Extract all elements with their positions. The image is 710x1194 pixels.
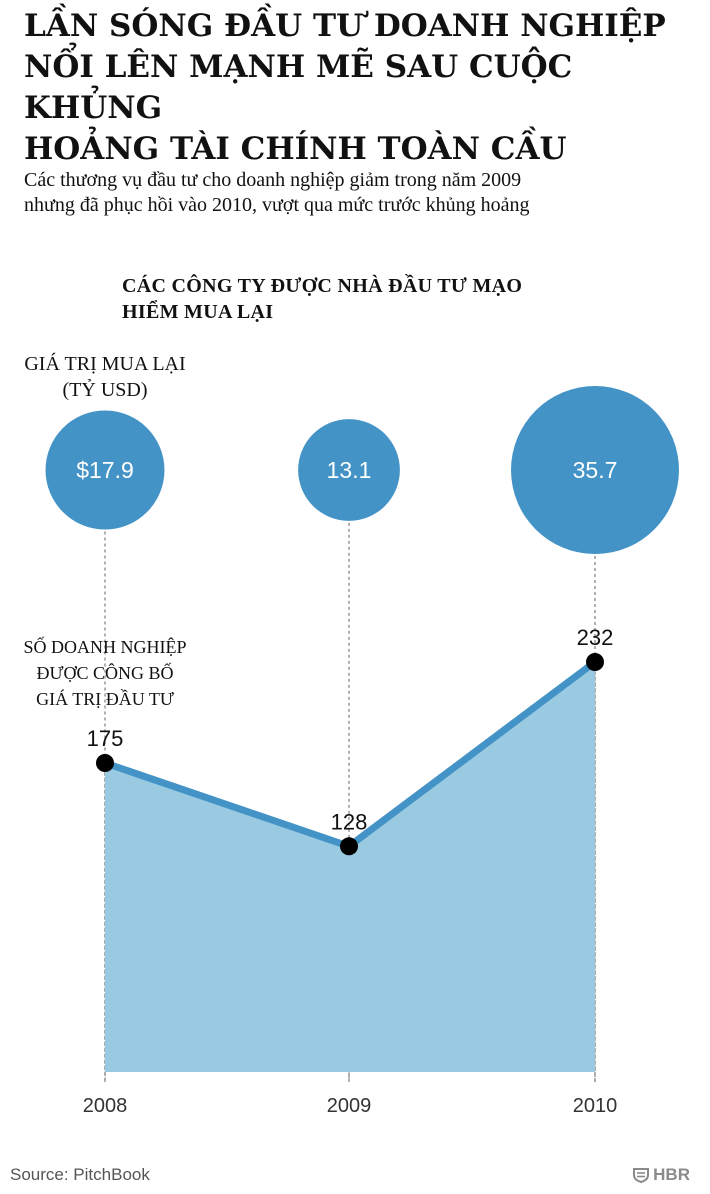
chart-title-line: CÁC CÔNG TY ĐƯỢC NHÀ ĐẦU TƯ MẠO	[122, 275, 523, 297]
title-line: HOẢNG TÀI CHÍNH TOÀN CẦU	[24, 131, 567, 167]
bubble-label: 35.7	[573, 457, 618, 483]
bubble-label: 13.1	[327, 457, 372, 483]
shield-icon	[633, 1167, 650, 1183]
data-point	[586, 653, 604, 671]
source-note: Source: PitchBook	[10, 1165, 150, 1184]
brand-logo: HBR	[633, 1165, 690, 1185]
point-label: 175	[87, 726, 124, 751]
title-line: LẦN SÓNG ĐẦU TƯ DOANH NGHIỆP	[24, 8, 666, 44]
chart-title-line: HIỂM MUA LẠI	[122, 301, 274, 323]
data-point	[340, 837, 358, 856]
area-fill	[105, 662, 595, 1072]
title-line: NỔI LÊN MẠNH MẼ SAU CUỘC KHỦNG	[24, 49, 573, 126]
chart-title: LẦN SÓNG ĐẦU TƯ DOANH NGHIỆP NỔI LÊN MẠN…	[24, 6, 704, 170]
value-bubble	[298, 419, 400, 521]
line-series-label: ĐƯỢC CÔNG BỐ	[37, 662, 174, 683]
area-layer	[103, 659, 598, 1072]
data-point	[96, 754, 114, 772]
point-layer	[96, 653, 604, 856]
bubble-label: $17.9	[76, 457, 134, 483]
line-series-label: GIÁ TRỊ ĐẦU TƯ	[36, 688, 174, 709]
chart-section-title: CÁC CÔNG TY ĐƯỢC NHÀ ĐẦU TƯ MẠO HIỂM MUA…	[122, 273, 642, 325]
x-tick-label: 2008	[83, 1095, 128, 1117]
bubble-series-label: (TỶ USD)	[63, 378, 148, 401]
label-layer: 175 128 232 2008 2009 2010 GIÁ TRỊ MUA LẠI (TỶ …	[23, 352, 617, 1117]
subtitle-line: Các thương vụ đầu tư cho doanh nghiệp gi…	[24, 169, 522, 191]
x-tick-label: 2009	[327, 1095, 372, 1117]
brand-name: HBR	[653, 1165, 690, 1184]
value-bubble	[45, 410, 165, 530]
chart-subtitle: Các thương vụ đầu tư cho doanh nghiệp gi…	[24, 168, 684, 218]
bubble-layer: $17.9 13.1 35.7	[45, 386, 679, 554]
x-tick-label: 2010	[573, 1095, 618, 1117]
point-label: 128	[331, 809, 368, 834]
subtitle-line: nhưng đã phục hồi vào 2010, vượt qua mức…	[24, 194, 530, 216]
bubble-series-label: GIÁ TRỊ MUA LẠI	[24, 352, 185, 375]
point-label: 232	[577, 625, 614, 650]
value-bubble	[511, 386, 679, 554]
line-series-label: SỐ DOANH NGHIỆP	[23, 636, 186, 657]
